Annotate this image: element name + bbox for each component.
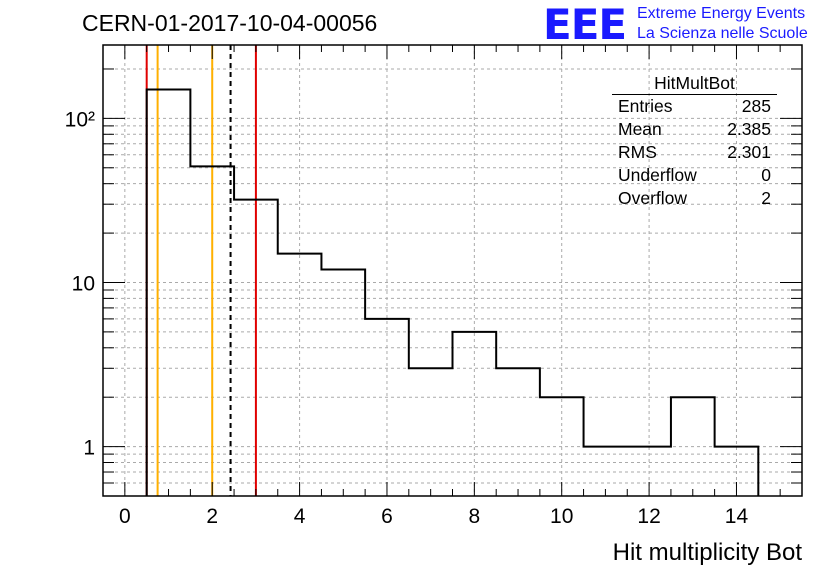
stats-row: Mean 2.385 — [612, 118, 777, 141]
stats-row: Overflow 2 — [612, 187, 777, 210]
x-tick-label: 6 — [381, 505, 393, 528]
axes — [102, 44, 803, 497]
y-tick-label: 10 — [72, 272, 95, 295]
x-tick-label: 2 — [206, 505, 218, 528]
logo-line-2: La Scienza nelle Scuole — [637, 25, 808, 42]
stats-value: 0 — [761, 165, 771, 185]
y-tick-label: 1 — [83, 437, 95, 460]
logo-mark: EEE — [543, 0, 627, 49]
stats-row: Entries 285 — [612, 95, 777, 118]
histogram-bin — [147, 89, 191, 496]
x-tick-label: 0 — [119, 505, 131, 528]
eee-logo: EEE Extreme Energy Events La Scienza nel… — [543, 3, 833, 47]
stats-row: Underflow 0 — [612, 164, 777, 187]
stats-rows: Entries 285 Mean 2.385 RMS 2.301 Underflow 0 Ove… — [612, 95, 777, 210]
stats-row: RMS 2.301 — [612, 141, 777, 164]
x-tick-label: 12 — [637, 505, 660, 528]
stats-label: Underflow — [618, 165, 697, 185]
stats-label: RMS — [618, 142, 657, 162]
histogram — [145, 88, 760, 496]
page-title: CERN-01-2017-10-04-00056 — [82, 10, 378, 36]
histogram-bin — [278, 254, 322, 496]
histogram-bin — [234, 200, 278, 496]
stats-label: Mean — [618, 119, 662, 139]
stats-label: Overflow — [618, 188, 688, 208]
histogram-bin — [190, 166, 234, 496]
stats-title: HitMultBot — [612, 72, 777, 95]
logo-line-1: Extreme Energy Events — [637, 5, 806, 22]
stats-value: 285 — [741, 96, 771, 116]
stats-value: 2.301 — [727, 142, 771, 162]
histogram-bin — [409, 368, 453, 496]
stats-box: HitMultBot Entries 285 Mean 2.385 RMS 2.301 Un… — [612, 72, 777, 210]
histogram-bin — [453, 332, 497, 496]
histogram-bin — [540, 397, 584, 496]
histogram-bin — [496, 368, 540, 496]
x-tick-label: 14 — [725, 505, 749, 528]
x-tick-label: 8 — [469, 505, 481, 528]
x-axis-label: Hit multiplicity Bot — [613, 539, 803, 566]
histogram-bin — [365, 319, 409, 496]
histogram-bin — [584, 447, 628, 496]
grid — [103, 45, 802, 496]
tick-labels: 0 2 4 6 8 10 12 14 1 10 10² — [65, 108, 749, 528]
stats-value: 2 — [761, 188, 771, 208]
x-tick-label: 10 — [550, 505, 573, 528]
y-tick-label: 10² — [65, 108, 95, 131]
stats-label: Entries — [618, 96, 673, 116]
stats-value: 2.385 — [727, 119, 771, 139]
histogram-bin — [321, 269, 365, 496]
histogram-outline — [145, 88, 760, 496]
histogram-bin — [671, 397, 715, 496]
x-tick-label: 4 — [294, 505, 306, 528]
